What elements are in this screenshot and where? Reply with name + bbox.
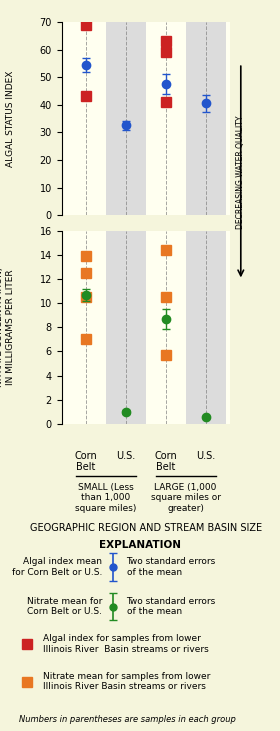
Text: LARGE (1,000
square miles or
greater): LARGE (1,000 square miles or greater) — [151, 483, 221, 512]
Text: U.S.: U.S. — [116, 450, 135, 461]
Text: Corn
Belt: Corn Belt — [74, 450, 97, 472]
Bar — [106, 231, 146, 424]
Text: GEOGRAPHIC REGION AND STREAM BASIN SIZE: GEOGRAPHIC REGION AND STREAM BASIN SIZE — [29, 523, 262, 533]
Text: Nitrate mean for
Corn Belt or U.S.: Nitrate mean for Corn Belt or U.S. — [27, 597, 102, 616]
Text: DECREASING WATER QUALITY: DECREASING WATER QUALITY — [236, 115, 245, 229]
Bar — [146, 231, 186, 424]
Bar — [66, 231, 106, 424]
Text: Numbers in parentheses are samples in each group: Numbers in parentheses are samples in ea… — [19, 715, 236, 724]
Y-axis label: ALGAL STATUS INDEX: ALGAL STATUS INDEX — [6, 70, 15, 167]
Text: Nitrate mean for samples from lower
Illinois River Basin streams or rivers: Nitrate mean for samples from lower Illi… — [43, 672, 211, 692]
Y-axis label: NITRATE CONCENTRATION,
IN MILLIGRAMS PER LITER: NITRATE CONCENTRATION, IN MILLIGRAMS PER… — [0, 268, 15, 387]
Text: EXPLANATION: EXPLANATION — [99, 539, 181, 550]
Bar — [146, 22, 186, 215]
Text: Two standard errors
of the mean: Two standard errors of the mean — [127, 597, 216, 616]
Text: Algal index for samples from lower
Illinois River  Basin streams or rivers: Algal index for samples from lower Illin… — [43, 635, 209, 654]
Text: U.S.: U.S. — [196, 450, 215, 461]
Bar — [186, 22, 226, 215]
Text: Corn
Belt: Corn Belt — [154, 450, 177, 472]
Text: SMALL (Less
than 1,000
square miles): SMALL (Less than 1,000 square miles) — [75, 483, 136, 512]
Bar — [106, 22, 146, 215]
Text: Algal index mean
for Corn Belt or U.S.: Algal index mean for Corn Belt or U.S. — [12, 558, 102, 577]
Bar — [186, 231, 226, 424]
Text: Two standard errors
of the mean: Two standard errors of the mean — [127, 558, 216, 577]
Bar — [66, 22, 106, 215]
